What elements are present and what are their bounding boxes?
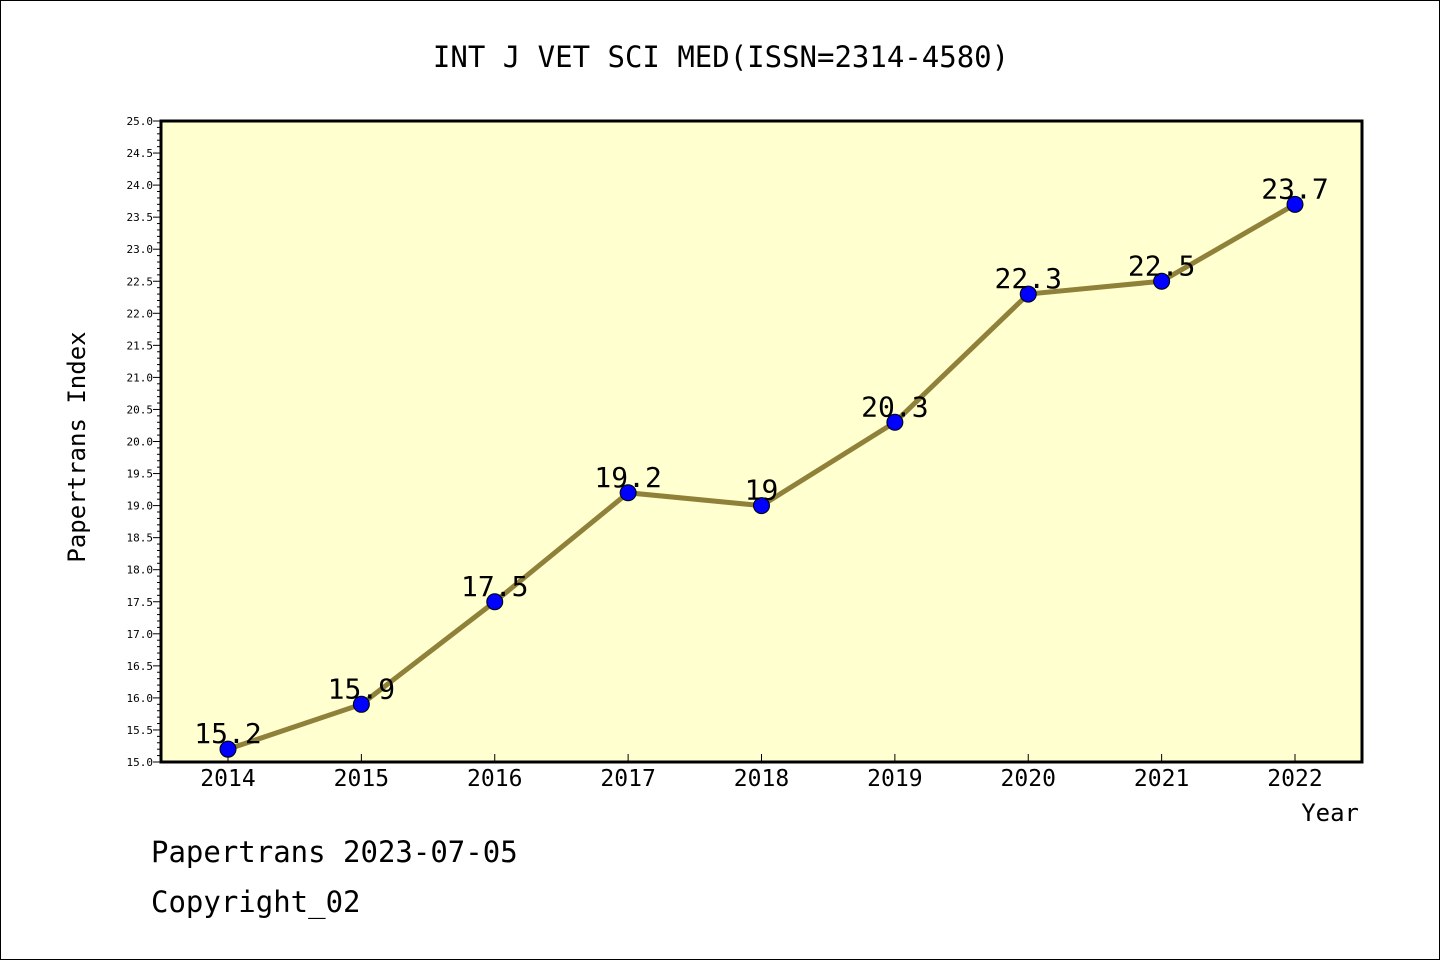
y-tick-label: 15.0 [127, 756, 154, 769]
data-label: 17.5 [461, 570, 528, 603]
x-tick-label: 2022 [1267, 766, 1322, 792]
y-tick-label: 22.5 [127, 275, 154, 288]
y-tick-label: 23.5 [127, 211, 154, 224]
data-point [753, 497, 770, 515]
y-tick-label: 21.5 [127, 339, 154, 352]
data-point [1286, 195, 1304, 213]
data-point [1019, 285, 1037, 303]
data-point [1153, 272, 1171, 290]
y-tick-label: 24.5 [127, 147, 154, 160]
y-tick-label: 20.0 [127, 436, 154, 449]
x-axis-label: Year [1301, 799, 1359, 827]
y-tick-label: 18.5 [127, 532, 154, 545]
data-point [619, 484, 637, 502]
y-tick-label: 17.0 [127, 628, 154, 641]
x-tick-label: 2020 [1001, 766, 1056, 792]
y-tick-label: 15.5 [127, 724, 154, 737]
y-tick-label: 21.0 [127, 371, 154, 384]
data-point [486, 593, 504, 611]
y-tick-label: 19.0 [127, 500, 154, 513]
y-tick-label: 18.0 [127, 564, 154, 577]
data-label: 19 [745, 474, 779, 507]
x-tick-label: 2016 [467, 766, 522, 792]
data-label: 20.3 [861, 390, 928, 423]
footer-copyright-text: Copyright_02 [151, 885, 361, 919]
data-point [886, 413, 904, 431]
data-point [352, 695, 370, 713]
x-tick-label: 2019 [867, 766, 922, 792]
data-label: 23.7 [1261, 172, 1328, 205]
data-label: 15.9 [328, 672, 395, 705]
x-tick-label: 2015 [334, 766, 389, 792]
y-tick-label: 24.0 [127, 179, 154, 192]
footer-date-text: Papertrans 2023-07-05 [151, 835, 518, 869]
y-tick-label: 16.0 [127, 692, 154, 705]
y-tick-label: 19.5 [127, 468, 154, 481]
plot-area [161, 121, 1362, 762]
x-tick-label: 2014 [200, 766, 255, 792]
data-label: 15.2 [194, 717, 261, 750]
y-tick-label: 16.5 [127, 660, 154, 673]
y-tick-label: 22.0 [127, 307, 154, 320]
x-tick-label: 2017 [600, 766, 655, 792]
x-tick-label: 2021 [1134, 766, 1189, 792]
chart-title: INT J VET SCI MED(ISSN=2314-4580) [433, 40, 1009, 74]
y-tick-label: 25.0 [127, 115, 154, 128]
y-tick-label: 20.5 [127, 403, 154, 416]
y-tick-label: 23.0 [127, 243, 154, 256]
y-axis-label: Papertrans Index [63, 331, 91, 562]
data-label: 22.5 [1128, 249, 1195, 282]
data-label: 22.3 [995, 262, 1062, 295]
data-point [219, 740, 237, 758]
x-tick-label: 2018 [734, 766, 789, 792]
data-label: 19.2 [594, 461, 661, 494]
y-tick-label: 17.5 [127, 596, 154, 609]
